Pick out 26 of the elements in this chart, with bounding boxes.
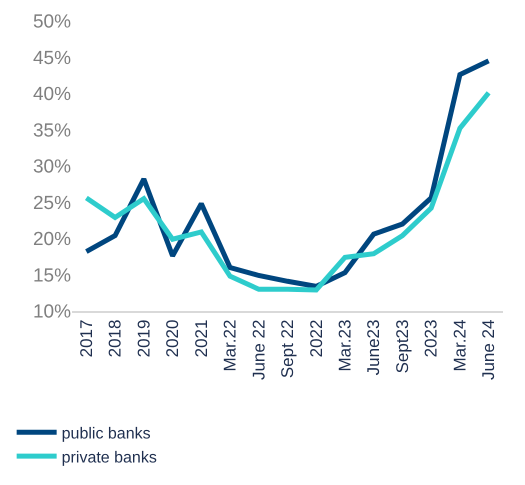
x-tick-label: 2019 — [134, 320, 154, 358]
x-tick-label: June 24 — [479, 320, 498, 380]
y-tick-label: 45% — [32, 48, 72, 69]
y-tick-label: 15% — [32, 265, 72, 286]
legend-label: private banks — [62, 449, 157, 466]
x-tick-label: June23 — [364, 320, 384, 376]
y-tick-label: 40% — [32, 84, 72, 106]
x-tick-label: Sept23 — [392, 320, 412, 374]
x-tick-label: 2020 — [163, 320, 182, 358]
y-tick-label: 10% — [32, 302, 72, 323]
x-tick-label: June 22 — [249, 320, 268, 380]
x-tick-label: 2018 — [106, 320, 125, 358]
x-tick-label: Mar.24 — [450, 320, 470, 372]
x-tick-label: 2021 — [192, 320, 211, 358]
y-tick-label: 30% — [32, 156, 72, 178]
x-tick-label: 2022 — [306, 320, 326, 358]
x-tick-label: 2017 — [76, 320, 96, 358]
y-tick-label: 50% — [32, 12, 72, 33]
y-tick-label: 35% — [32, 120, 72, 142]
legend-label: public banks — [62, 426, 151, 443]
x-tick-label: 2023 — [422, 320, 441, 358]
y-tick-label: 20% — [32, 229, 72, 250]
x-tick-label: Mar.22 — [220, 320, 240, 372]
x-tick-label: Mar.23 — [335, 320, 354, 372]
x-tick-label: Sept 22 — [278, 320, 298, 378]
y-tick-label: 25% — [32, 192, 72, 214]
